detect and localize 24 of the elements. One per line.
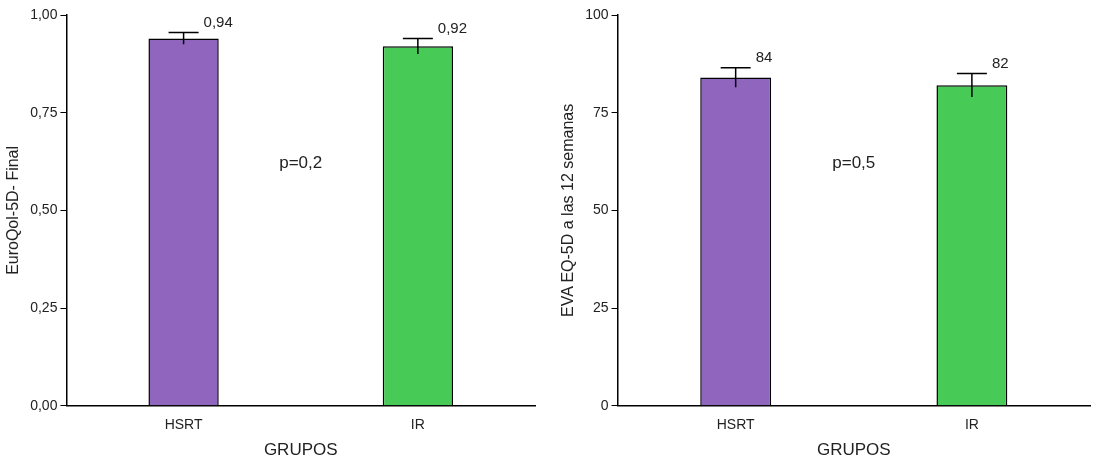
x-axis-title: GRUPOS	[816, 440, 891, 460]
y-tick-label: 0,00	[30, 396, 58, 413]
data-label: 82	[991, 54, 1009, 72]
y-tick-label: 0,25	[30, 298, 58, 315]
y-tick-label: 0,50	[30, 201, 58, 218]
data-label: 84	[755, 48, 773, 66]
y-tick-label: 100	[585, 5, 609, 22]
x-axis-title: GRUPOS	[263, 440, 338, 460]
data-label: 0,94	[203, 13, 233, 31]
y-tick-label: 25	[592, 298, 609, 315]
x-tick-label: IR	[410, 416, 425, 433]
y-tick-label: 1,00	[30, 5, 58, 22]
y-tick-label: 0	[600, 396, 609, 413]
y-axis-title: EuroQol-5D- Final	[4, 145, 22, 275]
y-tick-label: 0,75	[30, 103, 58, 120]
data-label: 0,92	[437, 19, 468, 37]
y-tick-label: 50	[592, 201, 609, 218]
y-axis-title: EVA EQ-5D a las 12 semanas	[559, 103, 577, 317]
annotation: p=0,2	[279, 153, 323, 173]
x-tick-label: IR	[964, 416, 979, 433]
x-tick-label: HSRT	[716, 416, 756, 433]
annotation: p=0,5	[832, 153, 876, 173]
y-tick-label: 75	[592, 103, 609, 120]
x-tick-label: HSRT	[164, 416, 203, 433]
